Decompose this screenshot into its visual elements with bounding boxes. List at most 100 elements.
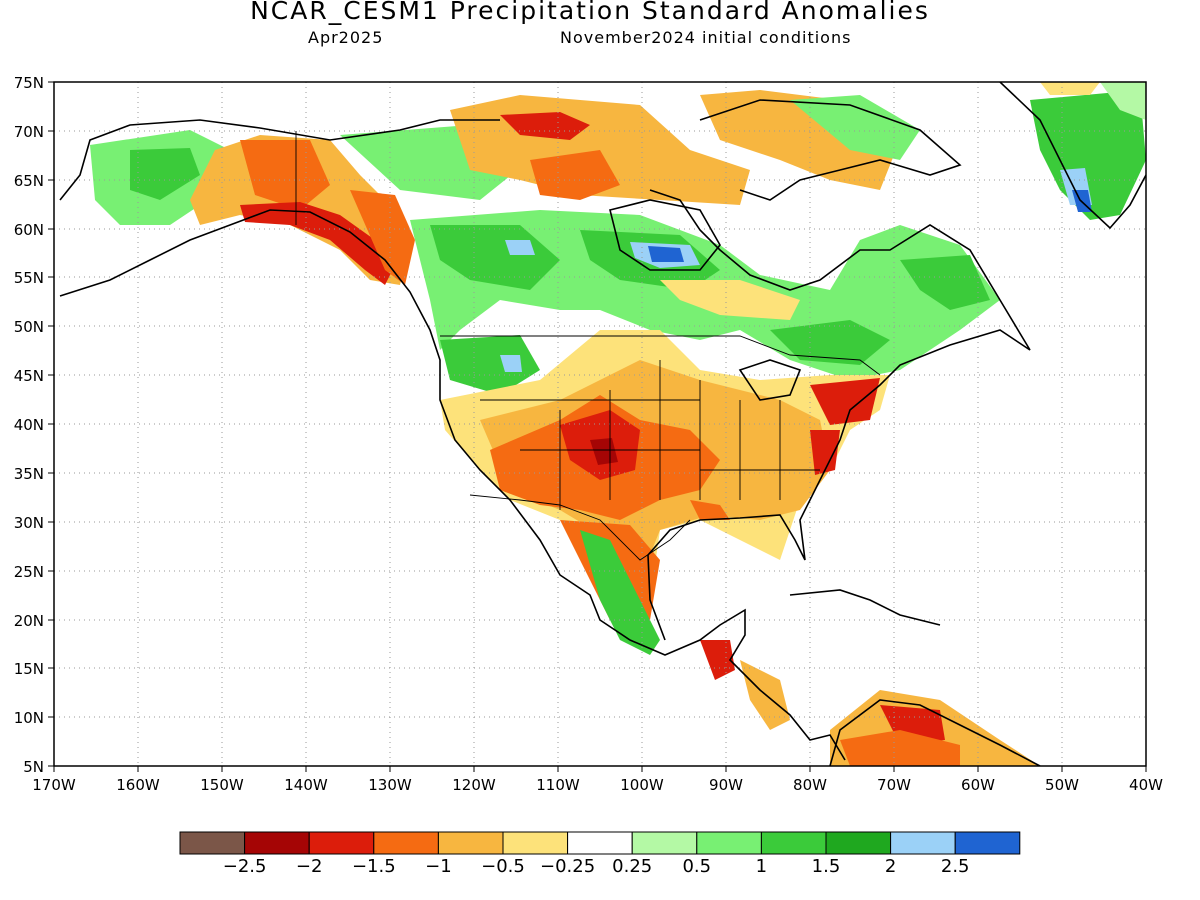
lon-label: 150W bbox=[200, 776, 244, 794]
yukon-darkorange-region bbox=[240, 140, 330, 210]
colorbar-label: −0.25 bbox=[540, 856, 595, 877]
alaska-coast-red-region bbox=[240, 202, 395, 285]
graticule bbox=[54, 82, 1146, 766]
lon-label: 120W bbox=[452, 776, 496, 794]
lon-label: 70W bbox=[877, 776, 911, 794]
colorbar-swatch bbox=[308, 831, 375, 855]
lat-label: 30N bbox=[14, 514, 44, 532]
colorbar-swatch bbox=[954, 831, 1021, 855]
colorbar-swatch bbox=[179, 831, 246, 855]
lat-label: 45N bbox=[14, 367, 44, 385]
northeast-red-region bbox=[810, 378, 880, 425]
lat-label: 40N bbox=[14, 416, 44, 434]
valid-month-label: Apr2025 bbox=[308, 28, 384, 47]
alaska-darkgreen-region bbox=[130, 148, 200, 200]
south-america-coastline bbox=[829, 699, 1041, 766]
colorbar-label: −1 bbox=[425, 856, 452, 877]
lat-labels: 75N 70N 65N 60N 55N 50N 45N 40N 35N 30N … bbox=[14, 74, 44, 776]
arctic-red-region bbox=[500, 112, 590, 140]
colorbar-label: −2.5 bbox=[223, 856, 267, 877]
greenland-coastline bbox=[999, 82, 1146, 230]
colorbar-label: 1 bbox=[756, 856, 767, 877]
colorbar-swatch bbox=[502, 831, 569, 855]
colorbar-label: −2 bbox=[296, 856, 323, 877]
lon-label: 60W bbox=[961, 776, 995, 794]
south-america-darkorange-region bbox=[840, 730, 960, 766]
borders bbox=[295, 131, 881, 561]
lat-label: 35N bbox=[14, 465, 44, 483]
idaho-green-region bbox=[440, 335, 540, 395]
lon-labels: 170W 160W 150W 140W 130W 120W 110W 100W … bbox=[32, 776, 1163, 794]
page-title: NCAR_CESM1 Precipitation Standard Anomal… bbox=[250, 0, 930, 25]
idaho-blue-region bbox=[500, 355, 522, 372]
anomaly-field bbox=[90, 82, 1146, 766]
north-america-coastline bbox=[59, 209, 846, 761]
lat-label: 5N bbox=[23, 758, 44, 776]
init-conditions-label: November2024 initial conditions bbox=[560, 28, 852, 47]
colorbar bbox=[179, 831, 1021, 855]
coastlines bbox=[59, 82, 1146, 766]
lon-label: 170W bbox=[32, 776, 76, 794]
greenland-lightgreen-region bbox=[1100, 82, 1146, 120]
lat-label: 15N bbox=[14, 660, 44, 678]
colorbar-swatch bbox=[373, 831, 439, 855]
hudson-darkblue-region bbox=[648, 246, 684, 262]
colorbar-label: 1.5 bbox=[812, 856, 841, 877]
ontario-orange-region bbox=[660, 280, 800, 320]
colorbar-swatch bbox=[437, 831, 504, 855]
lon-label: 110W bbox=[536, 776, 580, 794]
state-lines bbox=[480, 360, 820, 510]
lon-label: 160W bbox=[116, 776, 160, 794]
lat-label: 20N bbox=[14, 612, 44, 630]
central-america-red-region bbox=[700, 640, 735, 680]
axis-ticks bbox=[48, 81, 1147, 772]
colorbar-label: 0.5 bbox=[682, 856, 711, 877]
us-mexico-border bbox=[469, 494, 691, 561]
colorbar-swatch bbox=[244, 831, 310, 855]
colorbar-swatch bbox=[696, 831, 762, 855]
southwest-darkred-region bbox=[590, 438, 618, 465]
colorbar-label: −1.5 bbox=[352, 856, 396, 877]
hudson-bay-coastline bbox=[609, 199, 721, 271]
bc-coast-orange-region bbox=[350, 190, 415, 285]
labrador-green-region bbox=[900, 255, 990, 310]
colorbar-swatch bbox=[631, 831, 698, 855]
quebec-darkgreen-region bbox=[770, 320, 890, 365]
lon-label: 130W bbox=[368, 776, 412, 794]
alaska-north-coastline bbox=[59, 119, 500, 201]
lat-label: 55N bbox=[14, 269, 44, 287]
great-lakes bbox=[738, 359, 802, 401]
baffin-green-region bbox=[790, 95, 920, 160]
colorbar-labels: −2.5 −2 −1.5 −1 −0.5 −0.25 0.25 0.5 1 1.5 2 2.5 bbox=[223, 856, 970, 877]
colorbar-swatch bbox=[825, 831, 892, 855]
colorbar-swatch bbox=[567, 831, 633, 855]
gulf-darkorange-region bbox=[690, 500, 730, 520]
lat-label: 65N bbox=[14, 172, 44, 190]
greenland-orange-region bbox=[1040, 82, 1100, 95]
lat-label: 75N bbox=[14, 74, 44, 92]
colorbar-label: 2.5 bbox=[941, 856, 970, 877]
lat-label: 70N bbox=[14, 123, 44, 141]
lon-label: 140W bbox=[284, 776, 328, 794]
carolina-red-region bbox=[810, 430, 840, 475]
lat-label: 50N bbox=[14, 318, 44, 336]
lat-label: 10N bbox=[14, 709, 44, 727]
colorbar-label: −0.5 bbox=[481, 856, 525, 877]
colorbar-label: 0.25 bbox=[612, 856, 652, 877]
lon-label: 100W bbox=[620, 776, 664, 794]
mexico-green-region bbox=[580, 530, 660, 655]
lon-label: 80W bbox=[793, 776, 827, 794]
lon-label: 90W bbox=[709, 776, 743, 794]
caribbean-islands bbox=[789, 589, 941, 626]
colorbar-swatch bbox=[760, 831, 827, 855]
canada-blue-region bbox=[505, 240, 535, 255]
greenland-green-region bbox=[1030, 90, 1146, 220]
colorbar-swatch bbox=[890, 831, 956, 855]
colorbar-label: 2 bbox=[885, 856, 896, 877]
baffin-coastline bbox=[699, 99, 962, 201]
lon-label: 40W bbox=[1129, 776, 1163, 794]
lat-label: 60N bbox=[14, 221, 44, 239]
lon-label: 50W bbox=[1045, 776, 1079, 794]
nunavut-red-region bbox=[530, 150, 620, 200]
